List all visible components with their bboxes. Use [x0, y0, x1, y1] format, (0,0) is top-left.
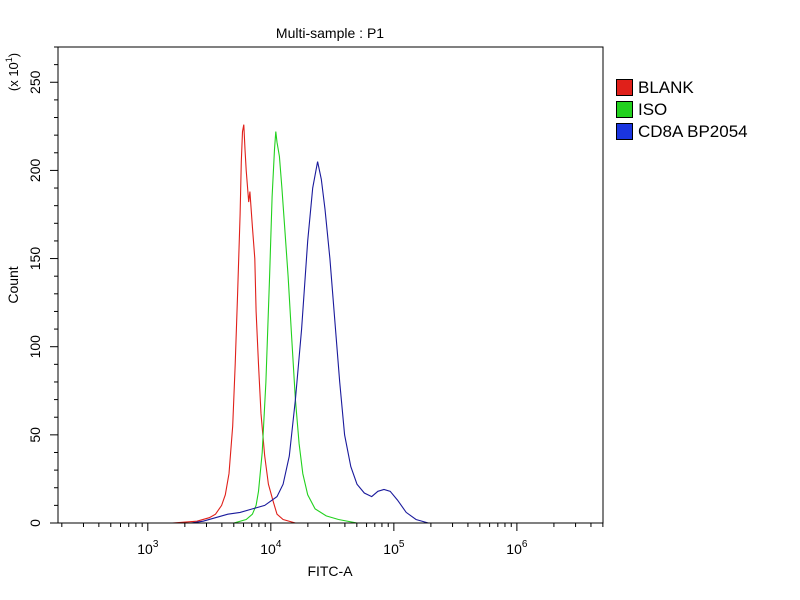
x-axis-label: FITC-A [307, 563, 353, 579]
x-tick-label: 104 [260, 539, 282, 557]
y-tick-label: 100 [27, 335, 43, 359]
x-tick-label: 106 [506, 539, 528, 557]
x-tick-label: 105 [383, 539, 405, 557]
legend-swatch-blank [616, 78, 633, 96]
x-axis: 103 104 105 106 [61, 523, 604, 557]
legend: BLANK ISO CD8A BP2054 [616, 76, 748, 142]
chart-title: Multi-sample : P1 [276, 25, 384, 41]
y-multiplier-label: (x 101) [4, 53, 21, 91]
legend-label-iso: ISO [638, 99, 668, 119]
legend-swatch-iso [616, 100, 633, 118]
y-tick-label: 50 [27, 427, 43, 443]
y-axis-label: Count [5, 266, 21, 303]
legend-swatch-cd8a [616, 122, 633, 140]
y-tick-label: 0 [27, 519, 43, 527]
y-tick-label: 200 [27, 159, 43, 183]
legend-label-cd8a: CD8A BP2054 [638, 121, 748, 141]
series-line-iso [233, 131, 358, 524]
y-tick-label: 250 [27, 70, 43, 94]
series-line-blank [172, 124, 296, 524]
legend-item-iso: ISO [616, 98, 748, 120]
legend-item-cd8a: CD8A BP2054 [616, 120, 748, 142]
plot-frame [57, 46, 604, 524]
legend-item-blank: BLANK [616, 76, 748, 98]
y-multiplier-exp: 1 [4, 57, 14, 62]
series-line-cd8a-bp2054 [190, 161, 429, 524]
legend-label-blank: BLANK [638, 77, 694, 97]
y-multiplier-close: ) [6, 53, 21, 57]
y-axis: 0 50 100 150 200 250 [27, 46, 58, 527]
y-multiplier-prefix: (x 10 [6, 62, 21, 91]
x-tick-label: 103 [137, 539, 159, 557]
y-tick-label: 150 [27, 247, 43, 271]
series-layer [172, 124, 429, 524]
